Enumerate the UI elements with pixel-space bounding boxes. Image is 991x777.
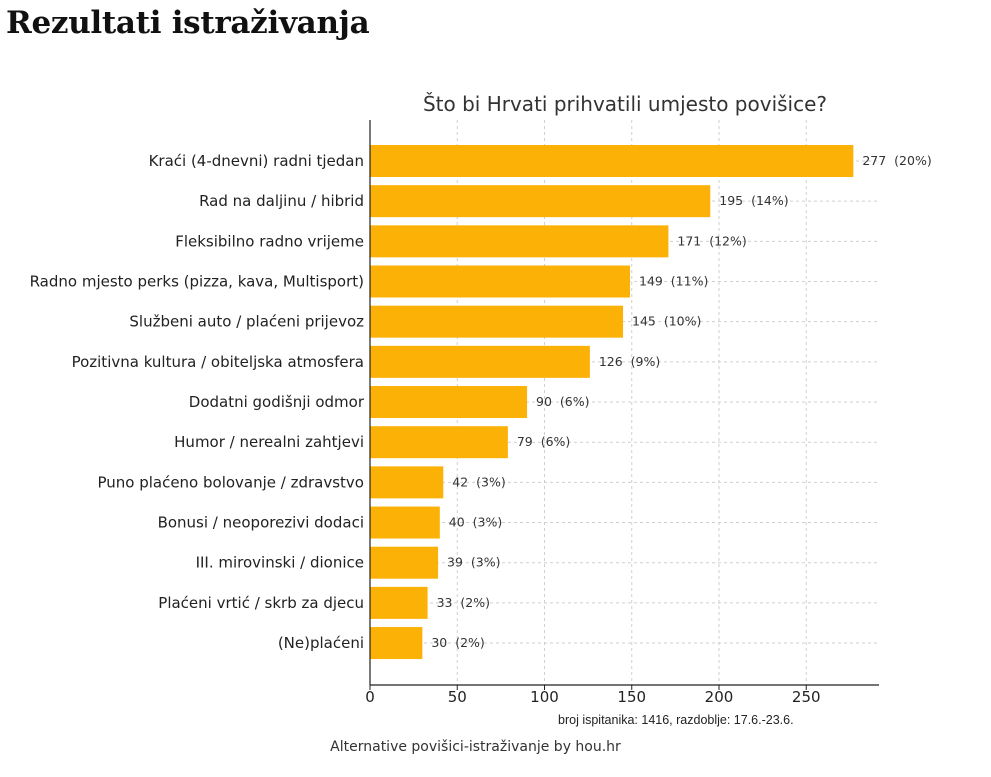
data-label: 40 (3%) bbox=[449, 515, 502, 530]
x-tick-label: 200 bbox=[705, 688, 734, 706]
bar bbox=[370, 627, 422, 659]
category-label: Bonusi / neoporezivi dodaci bbox=[158, 514, 364, 532]
data-label: 149 (11%) bbox=[639, 274, 708, 289]
category-label: Kraći (4-dnevni) radni tjedan bbox=[149, 152, 364, 170]
chart-title: Što bi Hrvati prihvatili umjesto povišic… bbox=[423, 92, 827, 116]
bar bbox=[370, 306, 623, 338]
x-tick-label: 0 bbox=[365, 688, 375, 706]
bar bbox=[370, 145, 853, 177]
category-label: III. mirovinski / dionice bbox=[196, 554, 364, 572]
category-label: Radno mjesto perks (pizza, kava, Multisp… bbox=[30, 273, 364, 291]
category-label: Puno plaćeno bolovanje / zdravstvo bbox=[97, 473, 364, 491]
category-label: Plaćeni vrtić / skrb za djecu bbox=[158, 594, 364, 612]
data-label: 126 (9%) bbox=[599, 354, 660, 369]
category-label: Humor / nerealni zahtjevi bbox=[174, 433, 364, 451]
category-label: Fleksibilno radno vrijeme bbox=[175, 232, 364, 250]
chart-footnote: broj ispitanika: 1416, razdoblje: 17.6.-… bbox=[558, 713, 794, 727]
data-label: 39 (3%) bbox=[447, 555, 500, 570]
category-label: Dodatni godišnji odmor bbox=[189, 393, 365, 411]
category-labels: Kraći (4-dnevni) radni tjedan Rad na dalj… bbox=[30, 152, 365, 652]
bar bbox=[370, 587, 428, 619]
data-label: 33 (2%) bbox=[437, 595, 490, 610]
data-label: 79 (6%) bbox=[517, 434, 570, 449]
bar bbox=[370, 346, 590, 378]
bar bbox=[370, 266, 630, 298]
bar bbox=[370, 185, 710, 217]
data-label: 171 (12%) bbox=[677, 233, 746, 248]
data-label: 30 (2%) bbox=[431, 635, 484, 650]
bar bbox=[370, 426, 508, 458]
category-label: (Ne)plaćeni bbox=[278, 634, 364, 652]
bar bbox=[370, 547, 438, 579]
image-caption: Alternative povišici-istraživanje by hou… bbox=[0, 739, 951, 755]
category-label: Rad na daljinu / hibrid bbox=[199, 192, 364, 210]
x-tick-label: 150 bbox=[617, 688, 646, 706]
data-label: 90 (6%) bbox=[536, 394, 589, 409]
x-tick-labels: 0 50 100 150 200 250 bbox=[365, 688, 820, 706]
x-tick-label: 100 bbox=[530, 688, 559, 706]
x-tick-label: 50 bbox=[448, 688, 467, 706]
data-label: 277 (20%) bbox=[862, 153, 931, 168]
bar bbox=[370, 225, 668, 257]
bar-chart: Što bi Hrvati prihvatili umjesto povišic… bbox=[0, 0, 991, 777]
x-tick-label: 250 bbox=[792, 688, 821, 706]
bar bbox=[370, 466, 443, 498]
bar bbox=[370, 386, 527, 418]
data-label: 145 (10%) bbox=[632, 314, 701, 329]
data-label: 195 (14%) bbox=[719, 193, 788, 208]
category-label: Pozitivna kultura / obiteljska atmosfera bbox=[72, 353, 364, 371]
bar bbox=[370, 507, 440, 539]
category-label: Službeni auto / plaćeni prijevoz bbox=[129, 313, 364, 331]
data-label: 42 (3%) bbox=[452, 474, 505, 489]
